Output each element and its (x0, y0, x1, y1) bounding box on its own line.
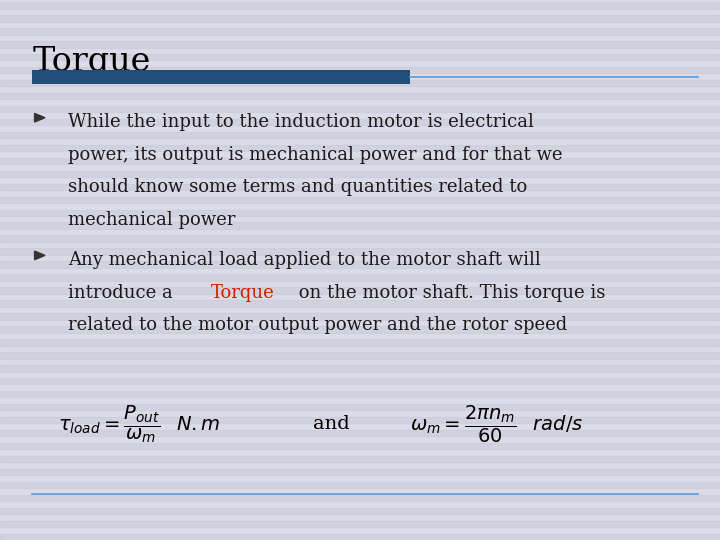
Bar (0, 197, 720, 203)
Bar (0, 391, 720, 397)
Text: power, its output is mechanical power and for that we: power, its output is mechanical power an… (68, 146, 563, 164)
Bar (0, 106, 720, 112)
Bar (0, 222, 720, 229)
Bar (0, 41, 720, 48)
Bar (0, 339, 720, 346)
Bar (0, 378, 720, 384)
Bar (0, 2, 720, 9)
Bar (0, 93, 720, 99)
Bar (0, 469, 720, 475)
Text: $\omega_m = \dfrac{2\pi n_m}{60} \;\;\; rad/s$: $\omega_m = \dfrac{2\pi n_m}{60} \;\;\; … (410, 403, 584, 444)
Bar (0, 184, 720, 190)
Bar (0, 274, 720, 281)
Text: mechanical power: mechanical power (68, 211, 235, 228)
Bar (0, 210, 720, 216)
Bar (0, 495, 720, 501)
Bar (0, 248, 720, 255)
Bar (0, 313, 720, 320)
FancyBboxPatch shape (32, 70, 410, 84)
Bar (0, 145, 720, 151)
Bar (0, 534, 720, 540)
Bar (0, 287, 720, 294)
Text: should know some terms and quantities related to: should know some terms and quantities re… (68, 178, 528, 196)
Bar (0, 430, 720, 436)
Bar (0, 417, 720, 423)
Bar (0, 508, 720, 514)
Bar (0, 119, 720, 125)
Polygon shape (35, 113, 45, 122)
Bar (0, 365, 720, 372)
Bar (0, 300, 720, 307)
Bar (0, 456, 720, 462)
Text: While the input to the induction motor is electrical: While the input to the induction motor i… (68, 113, 534, 131)
Bar (0, 261, 720, 268)
Polygon shape (35, 251, 45, 260)
Bar (0, 482, 720, 488)
Text: $\tau_{load} = \dfrac{P_{out}}{\omega_m} \;\;\; N.m$: $\tau_{load} = \dfrac{P_{out}}{\omega_m}… (58, 403, 220, 445)
Text: Torque: Torque (32, 46, 150, 78)
Text: Torque: Torque (211, 284, 275, 301)
Text: on the motor shaft. This torque is: on the motor shaft. This torque is (293, 284, 606, 301)
Text: and: and (312, 415, 350, 433)
Bar (0, 158, 720, 164)
Bar (0, 67, 720, 73)
Bar (0, 80, 720, 86)
Bar (0, 15, 720, 22)
Bar (0, 132, 720, 138)
Bar (0, 404, 720, 410)
Bar (0, 521, 720, 527)
Bar (0, 235, 720, 242)
Text: introduce a: introduce a (68, 284, 179, 301)
Bar (0, 326, 720, 333)
Text: related to the motor output power and the rotor speed: related to the motor output power and th… (68, 316, 567, 334)
Text: Any mechanical load applied to the motor shaft will: Any mechanical load applied to the motor… (68, 251, 541, 269)
Bar (0, 54, 720, 60)
Bar (0, 352, 720, 359)
Bar (0, 171, 720, 177)
Bar (0, 28, 720, 35)
Bar (0, 443, 720, 449)
